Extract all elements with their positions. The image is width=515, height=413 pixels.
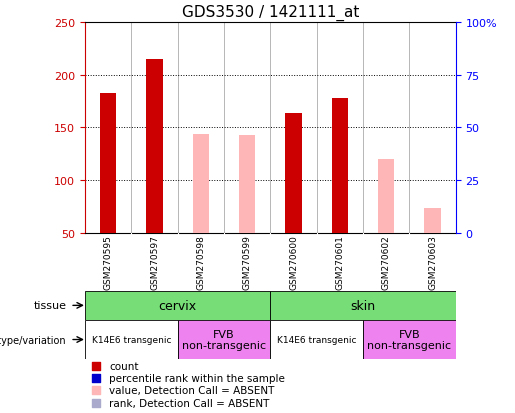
Text: K14E6 transgenic: K14E6 transgenic <box>92 335 171 344</box>
Text: percentile rank within the sample: percentile rank within the sample <box>109 373 285 383</box>
Bar <box>270 320 363 359</box>
Bar <box>85 291 270 320</box>
Bar <box>332 99 348 233</box>
Bar <box>363 320 456 359</box>
Text: GSM270598: GSM270598 <box>196 235 205 290</box>
Bar <box>146 59 163 233</box>
Bar <box>178 320 270 359</box>
Text: FVB
non-transgenic: FVB non-transgenic <box>367 329 452 351</box>
Text: cervix: cervix <box>159 299 197 312</box>
Bar <box>100 93 116 233</box>
Text: GSM270602: GSM270602 <box>382 235 391 290</box>
Text: GSM270599: GSM270599 <box>243 235 252 290</box>
Text: rank, Detection Call = ABSENT: rank, Detection Call = ABSENT <box>109 398 269 408</box>
Text: genotype/variation: genotype/variation <box>0 335 66 345</box>
Point <box>367 66 375 72</box>
Bar <box>270 291 456 320</box>
Text: count: count <box>109 361 139 371</box>
Bar <box>193 134 209 233</box>
Text: GSM270600: GSM270600 <box>289 235 298 290</box>
Bar <box>85 320 178 359</box>
Bar <box>285 113 302 233</box>
Text: tissue: tissue <box>33 301 66 311</box>
Text: skin: skin <box>351 299 375 312</box>
Text: GSM270603: GSM270603 <box>428 235 437 290</box>
Point <box>367 178 375 185</box>
Text: GSM270601: GSM270601 <box>335 235 345 290</box>
Title: GDS3530 / 1421111_at: GDS3530 / 1421111_at <box>182 5 359 21</box>
Point <box>367 290 375 297</box>
Text: FVB
non-transgenic: FVB non-transgenic <box>182 329 266 351</box>
Text: GSM270595: GSM270595 <box>104 235 113 290</box>
Bar <box>378 159 394 233</box>
Bar <box>239 135 255 233</box>
Text: value, Detection Call = ABSENT: value, Detection Call = ABSENT <box>109 385 274 395</box>
Text: GSM270597: GSM270597 <box>150 235 159 290</box>
Text: K14E6 transgenic: K14E6 transgenic <box>277 335 356 344</box>
Bar <box>424 208 441 233</box>
